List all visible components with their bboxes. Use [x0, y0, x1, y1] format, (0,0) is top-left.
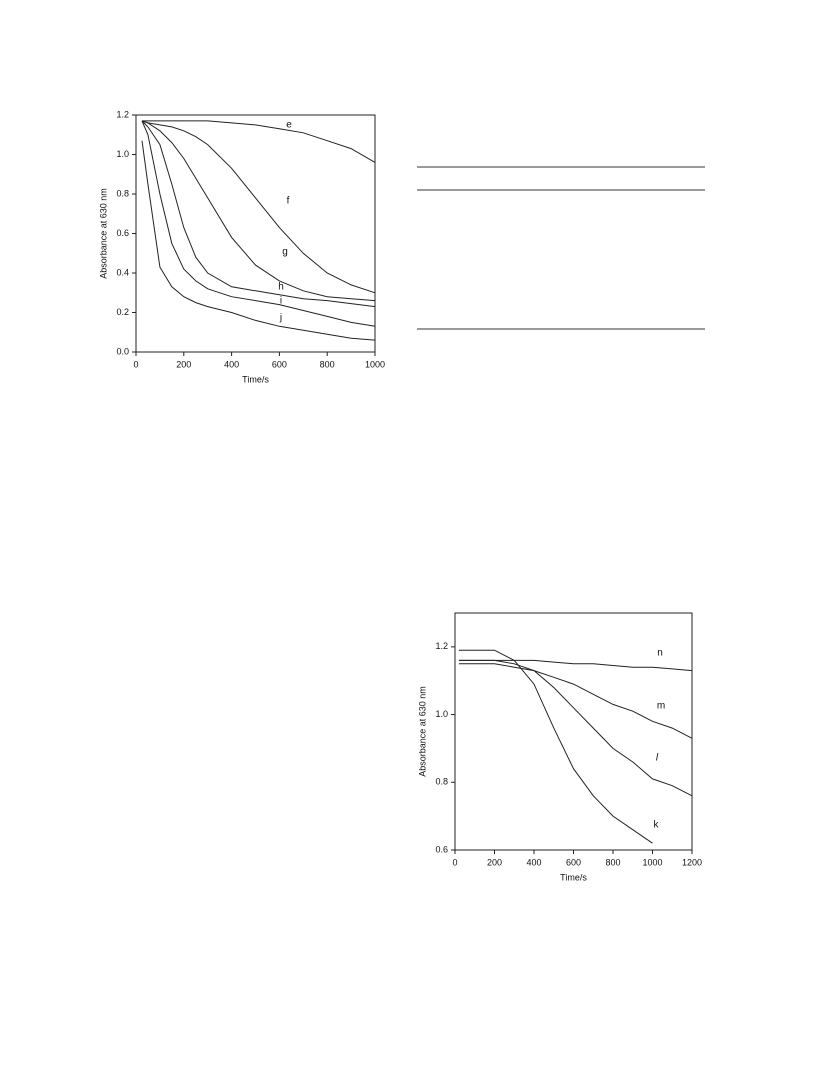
curve-label: f — [287, 196, 290, 207]
curve — [458, 663, 693, 739]
x-axis-label: Time/s — [560, 872, 587, 882]
curve-label: g — [282, 247, 288, 258]
curve-label: l — [656, 753, 659, 764]
x-axis-label: Time/s — [242, 374, 269, 384]
y-tick-label: 1.0 — [435, 709, 448, 719]
y-tick-label: 0.6 — [116, 228, 129, 238]
x-tick-label: 200 — [487, 857, 502, 867]
x-tick-label: 800 — [605, 857, 620, 867]
x-tick-label: 1000 — [365, 359, 385, 369]
y-tick-label: 0.8 — [435, 777, 448, 787]
y-tick-label: 1.0 — [116, 149, 129, 159]
y-tick-label: 0.8 — [116, 188, 129, 198]
y-tick-label: 0.0 — [116, 346, 129, 356]
y-tick-label: 0.4 — [116, 267, 129, 277]
x-tick-label: 0 — [452, 857, 457, 867]
y-tick-label: 0.2 — [116, 307, 129, 317]
curve-label: k — [654, 820, 660, 831]
x-tick-label: 0 — [133, 359, 138, 369]
curve-label: n — [657, 648, 663, 659]
x-tick-label: 800 — [320, 359, 335, 369]
y-axis-label: Absorbance at 630 nm — [417, 686, 427, 777]
curve-label: h — [278, 282, 284, 293]
x-tick-label: 600 — [272, 359, 287, 369]
curve — [142, 120, 376, 163]
curve-label: m — [657, 701, 665, 712]
x-tick-label: 1200 — [682, 857, 702, 867]
curve — [141, 140, 376, 341]
y-tick-label: 1.2 — [116, 109, 129, 119]
x-tick-label: 200 — [176, 359, 191, 369]
curve-label: j — [279, 313, 282, 324]
x-tick-label: 1000 — [642, 857, 662, 867]
curve — [141, 120, 376, 294]
curve — [141, 120, 376, 327]
plot-frame — [135, 114, 376, 353]
x-tick-label: 400 — [526, 857, 541, 867]
curve-label: i — [280, 296, 282, 307]
x-tick-label: 600 — [566, 857, 581, 867]
curve — [458, 659, 693, 797]
y-axis-label: Absorbance at 630 nm — [98, 188, 108, 279]
curve — [458, 649, 653, 844]
curve — [141, 120, 376, 302]
y-tick-label: 0.6 — [435, 844, 448, 854]
curve — [141, 120, 376, 308]
curve-label: e — [286, 120, 292, 131]
y-tick-label: 1.2 — [435, 641, 448, 651]
x-tick-label: 400 — [224, 359, 239, 369]
curve — [458, 659, 693, 672]
